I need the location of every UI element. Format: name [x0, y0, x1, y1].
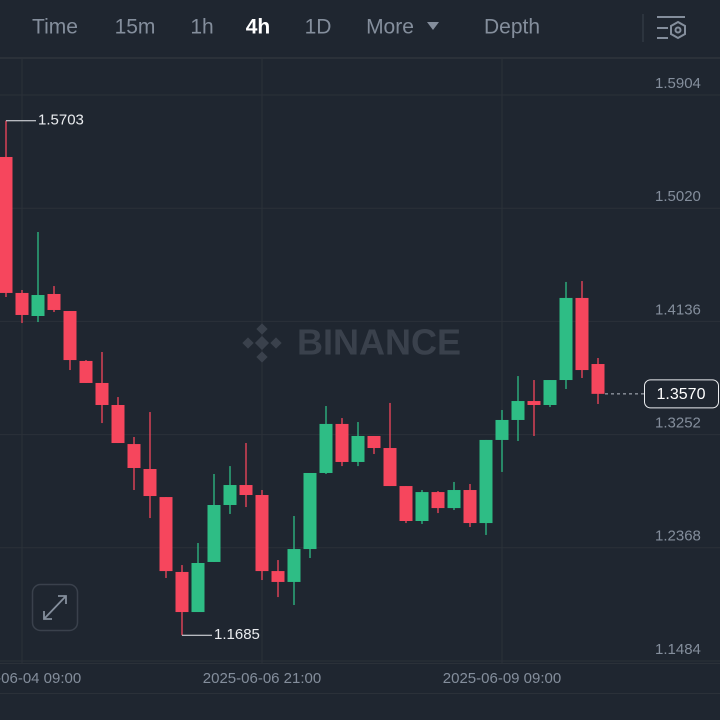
candle-body	[543, 380, 557, 405]
x-tick-label: 2025-06-06 21:00	[203, 670, 321, 687]
candle-body	[591, 364, 605, 394]
grid: 1.5904 1.5020 1.4136 1.3252 1.2368 1.1484 2025…	[0, 58, 720, 687]
candle-body	[399, 486, 413, 522]
x-tick-label: 2025-06-04 09:00	[0, 670, 81, 687]
candle-body	[271, 571, 285, 582]
tab[interactable]: Depth	[484, 16, 540, 39]
candle-body	[575, 297, 589, 371]
candle-body	[159, 497, 173, 572]
candle-body	[447, 490, 461, 509]
candle-body	[287, 549, 301, 582]
tab[interactable]: 4h	[246, 16, 271, 39]
x-tick-label: 2025-06-09 09:00	[443, 670, 561, 687]
candle-body	[223, 485, 237, 505]
candle-body	[47, 293, 61, 310]
candle-body	[95, 382, 109, 405]
candle-body	[111, 404, 125, 444]
y-tick-label: 1.5904	[655, 75, 701, 92]
tab[interactable]: 15m	[115, 16, 156, 39]
tab[interactable]: 1h	[190, 16, 213, 39]
candle-body	[335, 423, 349, 462]
candle-body	[191, 562, 205, 613]
candle-body	[255, 495, 269, 572]
tab[interactable]: 1D	[305, 16, 332, 39]
candle-body	[239, 485, 253, 496]
candle-body	[127, 444, 141, 468]
max-annotation: 1.5703	[38, 112, 84, 129]
candle-body	[383, 448, 397, 487]
y-tick-label: 1.3252	[655, 415, 701, 432]
candle-body	[15, 292, 29, 315]
dropdown-arrow	[427, 22, 439, 30]
candle-body	[319, 423, 333, 473]
last-price-label: 1.3570	[657, 386, 706, 403]
candle-body	[207, 504, 221, 562]
tab[interactable]: More	[366, 16, 414, 39]
expand-button[interactable]	[31, 583, 79, 632]
candle-body	[495, 419, 509, 440]
min-annotation: 1.1685	[214, 626, 260, 643]
candle-body	[431, 492, 445, 509]
candle-body	[415, 492, 429, 522]
candle-body	[0, 156, 13, 293]
candle-body	[63, 311, 77, 361]
y-tick-label: 1.4136	[655, 301, 701, 318]
candle-body	[511, 401, 525, 420]
candles: 1.5703 1.1685 1.3570	[0, 112, 719, 643]
toolbar: Time 15m 1h 4h 1D More Depth	[0, 14, 720, 58]
y-tick-label: 1.5020	[655, 188, 701, 205]
candle-body	[367, 435, 381, 449]
candle-body	[175, 571, 189, 613]
tab[interactable]: Time	[32, 16, 78, 39]
y-tick-label: 1.2368	[655, 528, 701, 545]
y-tick-label: 1.1484	[655, 641, 701, 658]
candle-body	[31, 295, 45, 317]
settings-icon[interactable]	[657, 16, 686, 40]
last-price-box	[644, 379, 719, 409]
candle-body	[527, 401, 541, 405]
candle-body	[79, 360, 93, 383]
watermark: BINANCE	[242, 322, 461, 363]
candle-body	[351, 435, 365, 462]
candle-body	[559, 297, 573, 381]
candle-body	[303, 472, 317, 550]
candle-body	[463, 490, 477, 524]
candle-body	[143, 469, 157, 497]
candle-body	[479, 439, 493, 524]
watermark-text: BINANCE	[297, 322, 461, 363]
